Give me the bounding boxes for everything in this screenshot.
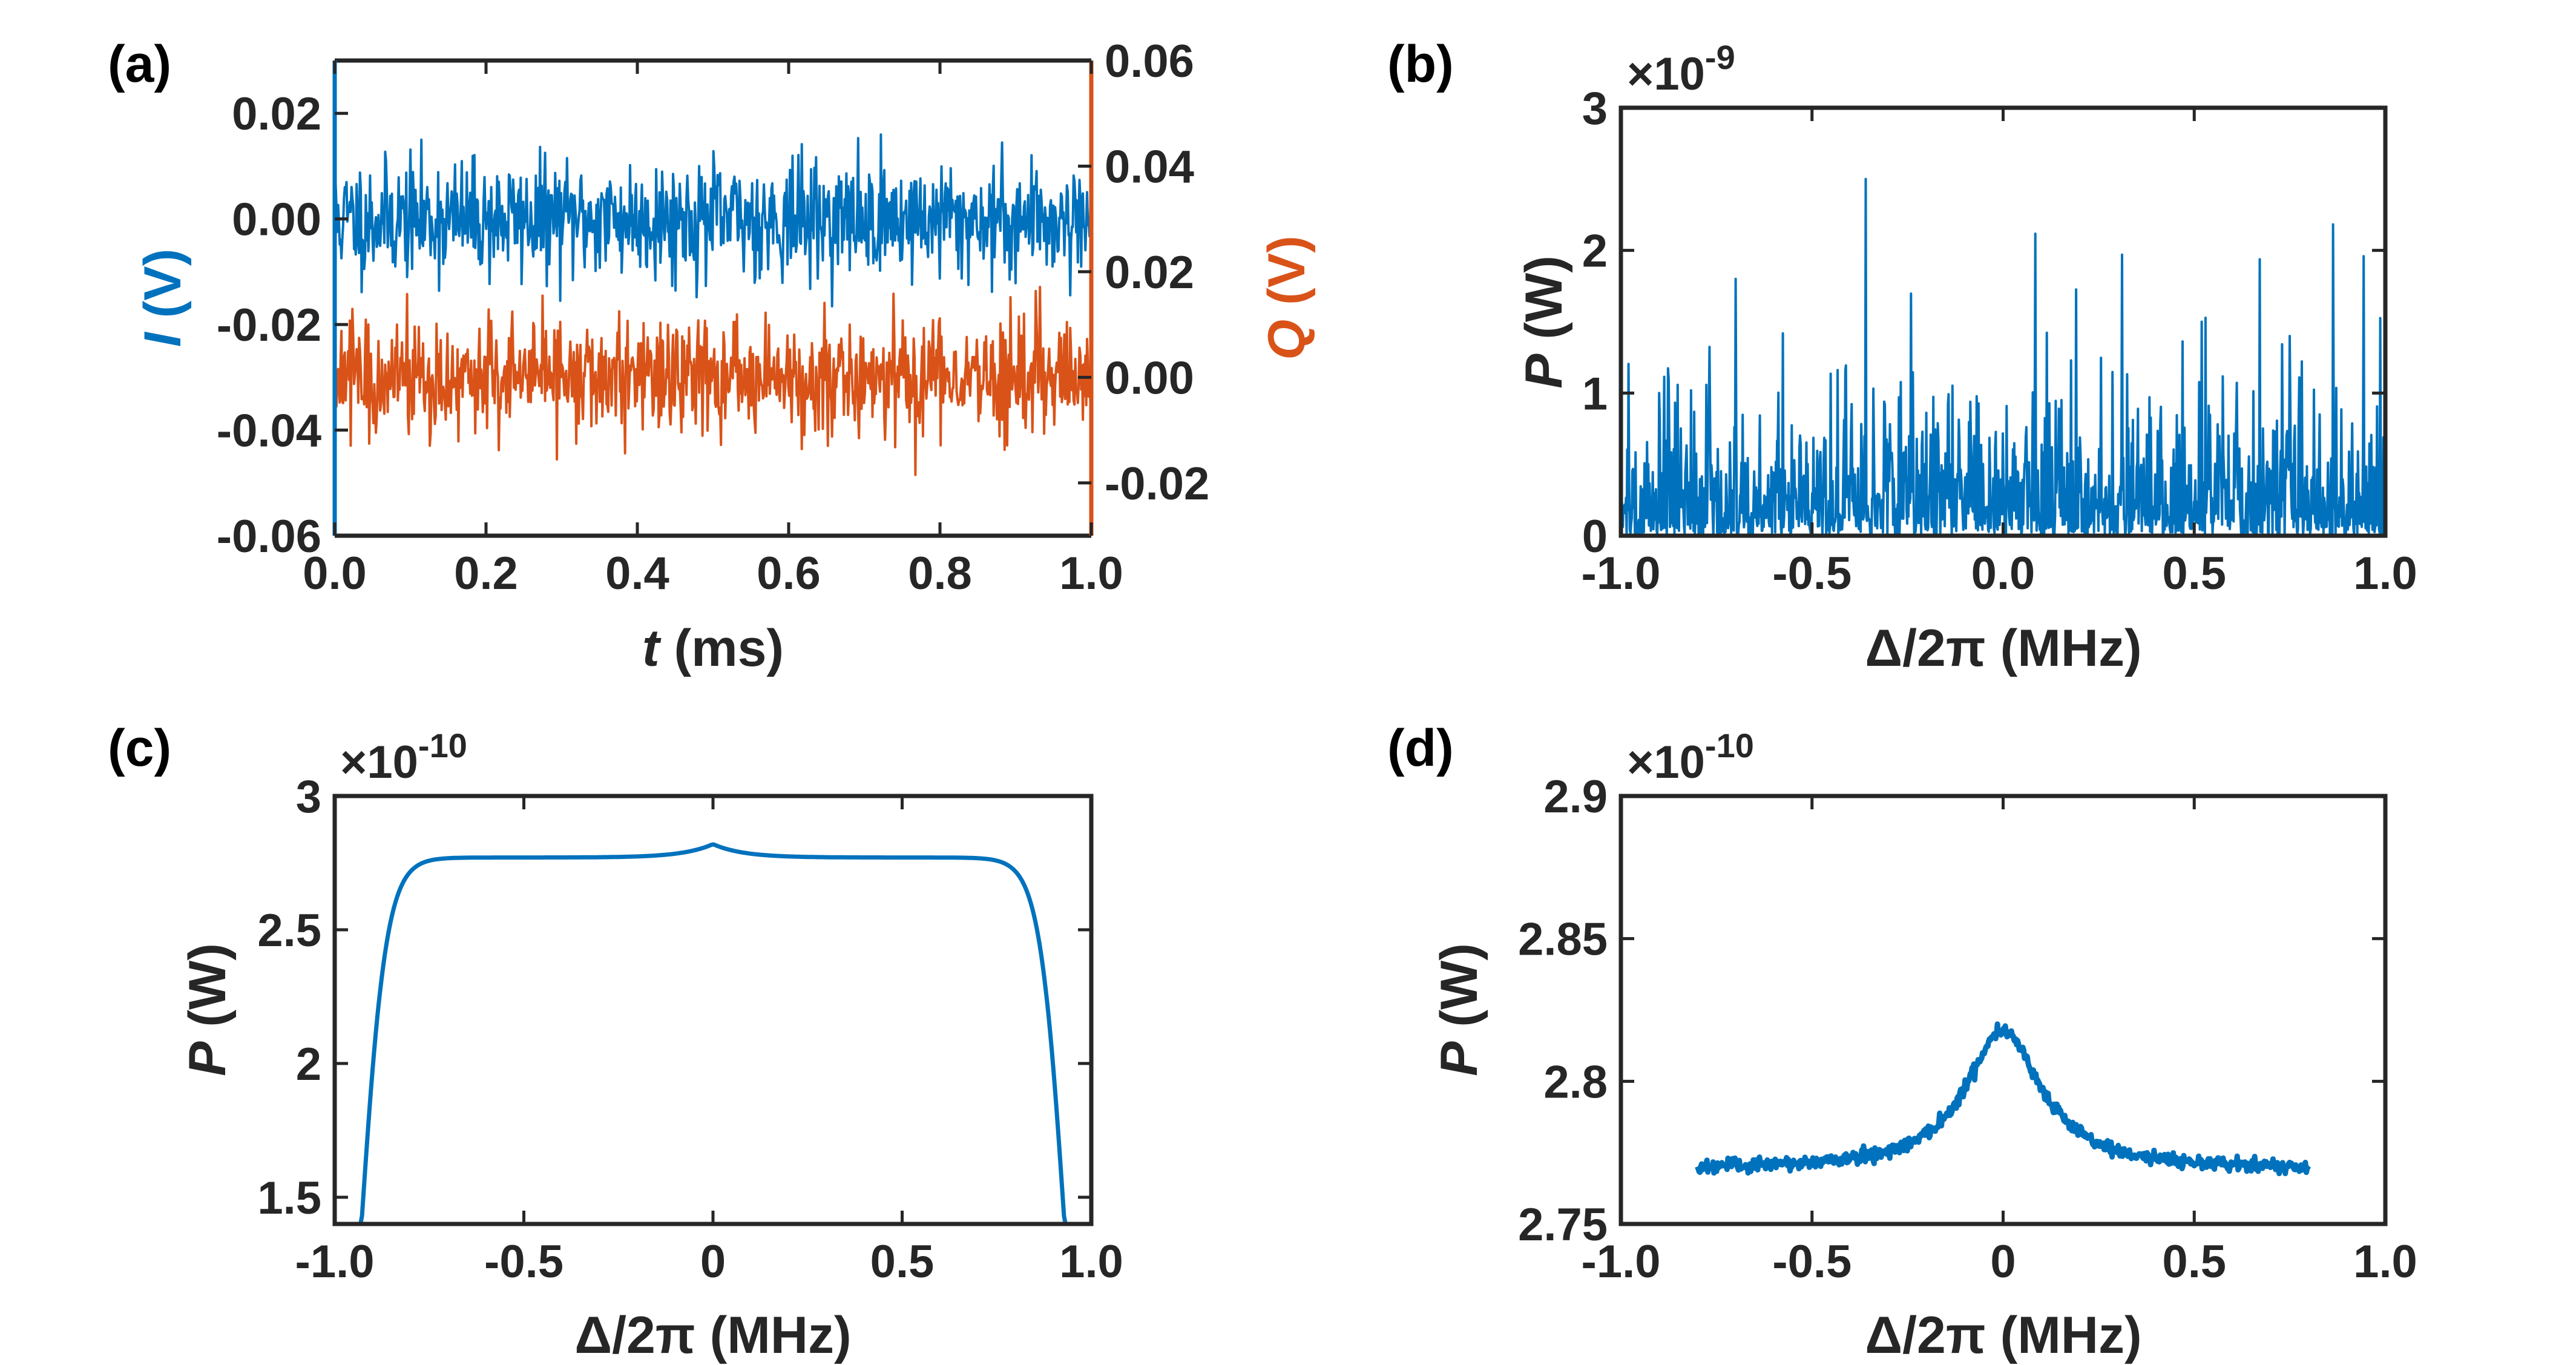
b-xtick-label-4: 1.0: [2353, 548, 2417, 599]
panel-d: (d) ×10-10 -1.0 -0.5 0 0.5 1.0 2.752.82.852.…: [1387, 719, 2417, 1364]
panel-b: (b) ×10-9 -1.0 -0.5 0.0 0.5 1.0 0 1 2 3 Δ/2π (M…: [1387, 35, 2417, 677]
panel-b-exponent: ×10-9: [1627, 38, 1735, 100]
panel-a-line-i: [334, 133, 1092, 308]
panel-b-series-p: [1620, 177, 2387, 536]
panel-c-ytick-label-left-3: 3: [296, 771, 321, 823]
panel-a-ytick-label-left-1: -0.04: [217, 406, 321, 457]
c-xtick-label-2: 0: [700, 1236, 726, 1288]
panel-a-ytick-label-right-3: 0.04: [1105, 141, 1194, 192]
panel-b-xlabel: Δ/2π (MHz): [1865, 619, 2141, 677]
panel-c-series-p: [334, 842, 1092, 1226]
d-xtick-label-0: -1.0: [1582, 1236, 1661, 1288]
panel-c-xticks: -1.0 -0.5 0 0.5 1.0: [295, 796, 1123, 1288]
d-xtick-label-3: 0.5: [2162, 1236, 2226, 1288]
panel-c-xlabel: Δ/2π (MHz): [574, 1306, 851, 1364]
panel-d-ytick-label-left-0: 2.75: [1518, 1199, 1608, 1251]
b-xtick-label-3: 0.5: [2162, 548, 2226, 599]
a-xtick-label-0: 0.0: [303, 548, 367, 599]
panel-d-ytick-label-left-2: 2.85: [1518, 914, 1608, 965]
panel-a-label: (a): [108, 35, 171, 93]
a-xtick-label-1: 0.2: [454, 548, 518, 599]
panel-a-ylabel-right: Q (V): [1258, 235, 1316, 360]
panel-a: (a) 0.0 0.2 0.4 0.6 0.8 1.0 -0.06-0.04-0.020.…: [108, 35, 1316, 677]
panel-a-ytick-label-left-0: -0.06: [217, 511, 321, 562]
panel-a-series-q: [334, 286, 1092, 476]
c-xtick-label-0: -1.0: [295, 1236, 375, 1288]
panel-c-ytick-label-left-0: 1.5: [257, 1173, 321, 1224]
panel-a-ylabel-left: I (V): [134, 249, 192, 347]
panel-b-label: (b): [1387, 35, 1454, 93]
panel-c-ylabel: P (W): [179, 943, 237, 1076]
c-xtick-label-4: 1.0: [1059, 1236, 1123, 1288]
panel-a-xticks: 0.0 0.2 0.4 0.6 0.8 1.0: [303, 61, 1123, 599]
c-xtick-label-1: -0.5: [484, 1236, 564, 1288]
panel-c-line-p: [334, 842, 1092, 1226]
panel-d-ytick-label-left-1: 2.8: [1543, 1056, 1608, 1108]
a-xtick-label-3: 0.6: [757, 548, 821, 599]
panel-d-line-p: [1695, 1021, 2312, 1177]
panel-d-xlabel: Δ/2π (MHz): [1865, 1306, 2141, 1364]
d-xtick-label-1: -0.5: [1772, 1236, 1852, 1288]
a-xtick-label-5: 1.0: [1059, 548, 1123, 599]
panel-c-exponent: ×10-10: [340, 726, 467, 788]
panel-d-ylabel: P (W): [1430, 943, 1488, 1076]
panel-d-series-p: [1695, 1021, 2312, 1177]
panel-b-ytick-label-left-0: 0: [1582, 511, 1608, 562]
panel-a-ytick-label-right-1: 0.00: [1105, 352, 1194, 404]
panel-c-yticks: 1.5 2 2.5 3: [257, 771, 1091, 1224]
c-xtick-label-3: 0.5: [870, 1236, 935, 1288]
panel-c-label: (c): [108, 719, 171, 777]
panel-c-ytick-label-left-2: 2.5: [257, 905, 321, 956]
panel-b-xticks: -1.0 -0.5 0.0 0.5 1.0: [1582, 108, 2417, 599]
panel-a-ytick-label-right-2: 0.02: [1105, 247, 1194, 298]
a-xtick-label-4: 0.8: [908, 548, 972, 599]
panel-a-ytick-label-left-3: 0.00: [232, 194, 321, 246]
panel-a-xlabel: t (ms): [642, 619, 784, 677]
d-xtick-label-4: 1.0: [2353, 1236, 2417, 1288]
panel-d-yticks: 2.75 2.8 2.85 2.9: [1518, 771, 2385, 1251]
panel-b-ylabel: P (W): [1515, 255, 1573, 389]
b-xtick-label-1: -0.5: [1772, 548, 1852, 599]
panel-a-line-q: [334, 286, 1092, 476]
panel-c: (c) ×10-10 -1.0 -0.5 0 0.5 1.0 1.5 2 2.5 3 Δ/2π…: [108, 719, 1123, 1364]
d-xtick-label-2: 0: [1990, 1236, 2016, 1288]
panel-d-label: (d): [1387, 719, 1454, 777]
panel-b-ytick-label-left-3: 3: [1582, 83, 1608, 134]
panel-b-ytick-label-left-1: 1: [1582, 368, 1608, 419]
panel-d-exponent: ×10-10: [1627, 726, 1754, 788]
panel-a-yticks-left: -0.06 -0.04 -0.02 0.00 0.02: [217, 88, 348, 562]
panel-a-yticks-right: -0.02 0.00 0.02 0.04 0.06: [1078, 36, 1209, 510]
panel-a-ytick-label-left-4: 0.02: [232, 88, 321, 140]
panel-a-series-i: [334, 133, 1092, 308]
panel-a-ytick-label-right-4: 0.06: [1105, 36, 1194, 87]
panel-a-ytick-label-left-2: -0.02: [217, 300, 321, 351]
panel-b-yticks: 0 1 2 3: [1582, 83, 2385, 562]
panel-b-ytick-label-left-2: 2: [1582, 226, 1608, 277]
b-xtick-label-2: 0.0: [1971, 548, 2036, 599]
a-xtick-label-2: 0.4: [605, 548, 669, 599]
panel-c-ytick-label-left-1: 2: [296, 1039, 321, 1090]
b-xtick-label-0: -1.0: [1582, 548, 1661, 599]
panel-a-ytick-label-right-0: -0.02: [1105, 458, 1209, 510]
panel-d-ytick-label-left-3: 2.9: [1543, 771, 1608, 823]
panel-b-line-p: [1620, 177, 2387, 536]
panel-d-xticks: -1.0 -0.5 0 0.5 1.0: [1582, 796, 2417, 1288]
